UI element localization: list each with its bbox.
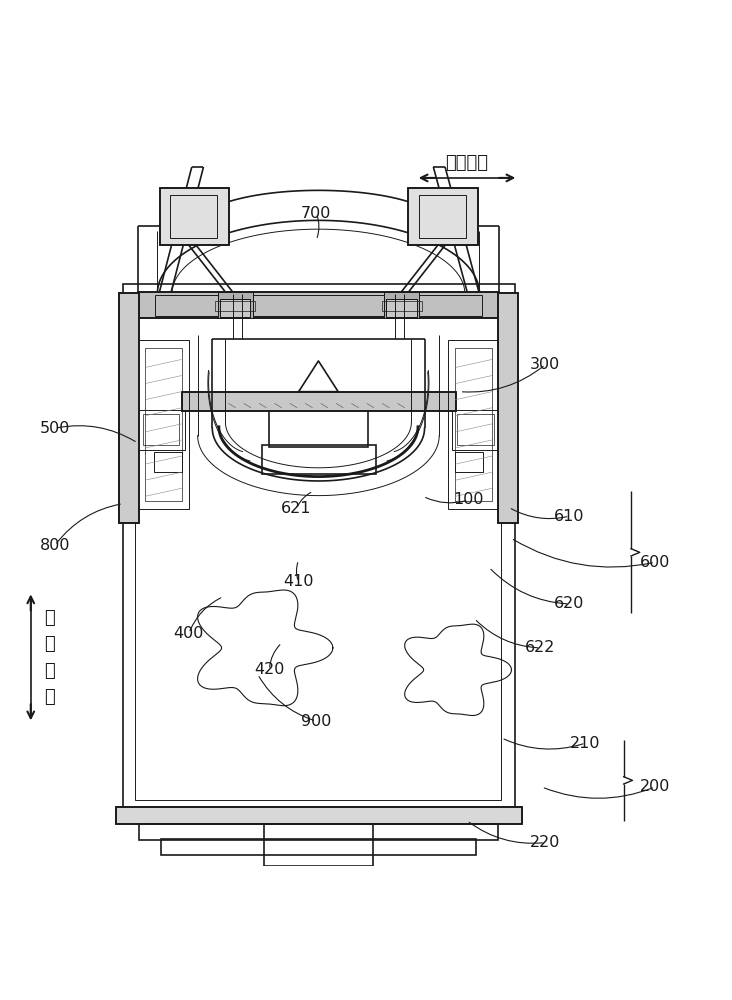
Text: 900: 900 xyxy=(301,714,332,729)
Bar xyxy=(498,293,518,523)
Bar xyxy=(138,340,189,509)
Bar xyxy=(139,824,498,840)
Bar xyxy=(269,398,368,447)
Bar xyxy=(123,284,515,811)
Bar xyxy=(135,295,501,800)
Bar xyxy=(116,807,522,824)
Bar xyxy=(138,292,499,318)
Text: 621: 621 xyxy=(281,501,312,516)
Text: 220: 220 xyxy=(530,835,561,850)
Bar xyxy=(160,188,229,245)
Text: 400: 400 xyxy=(173,626,204,641)
Bar xyxy=(155,295,482,316)
Text: 210: 210 xyxy=(570,736,601,751)
Text: 800: 800 xyxy=(40,538,70,553)
Bar xyxy=(408,188,478,245)
Text: 700: 700 xyxy=(301,206,332,221)
Text: 410: 410 xyxy=(283,574,314,589)
Text: 620: 620 xyxy=(554,596,585,611)
Bar xyxy=(154,452,182,472)
Bar xyxy=(119,293,139,523)
Bar xyxy=(116,807,522,824)
Text: 300: 300 xyxy=(530,357,561,372)
Text: 500: 500 xyxy=(40,421,70,436)
Bar xyxy=(170,195,217,238)
Bar xyxy=(386,299,417,317)
Bar xyxy=(138,410,185,450)
Bar xyxy=(408,188,478,245)
Text: 420: 420 xyxy=(254,662,285,677)
Bar xyxy=(119,293,139,523)
Bar xyxy=(455,452,483,472)
Bar xyxy=(419,195,466,238)
Bar xyxy=(143,414,179,445)
Bar xyxy=(161,839,476,855)
Bar xyxy=(498,293,518,523)
Bar xyxy=(455,348,492,501)
Bar xyxy=(458,414,494,445)
Text: 200: 200 xyxy=(640,779,671,794)
Bar xyxy=(138,292,499,318)
Bar xyxy=(218,292,253,318)
Bar xyxy=(264,824,373,866)
Bar xyxy=(384,292,419,318)
Text: 600: 600 xyxy=(640,555,671,570)
Bar xyxy=(182,392,456,411)
Bar xyxy=(215,301,255,311)
Bar xyxy=(160,188,229,245)
Bar xyxy=(384,292,419,318)
Text: 610: 610 xyxy=(554,509,585,524)
Text: 622: 622 xyxy=(525,640,556,655)
Bar xyxy=(220,299,250,317)
Text: 第
一
方
向: 第 一 方 向 xyxy=(45,609,55,706)
Bar xyxy=(386,299,417,317)
Bar xyxy=(218,292,253,318)
Bar xyxy=(382,301,422,311)
Bar xyxy=(182,392,456,411)
Bar xyxy=(220,299,250,317)
Bar xyxy=(452,410,500,450)
Bar xyxy=(448,340,499,509)
Text: 第二方向: 第二方向 xyxy=(446,154,488,172)
Bar xyxy=(145,348,182,501)
Bar xyxy=(262,445,376,474)
Text: 100: 100 xyxy=(453,492,484,508)
